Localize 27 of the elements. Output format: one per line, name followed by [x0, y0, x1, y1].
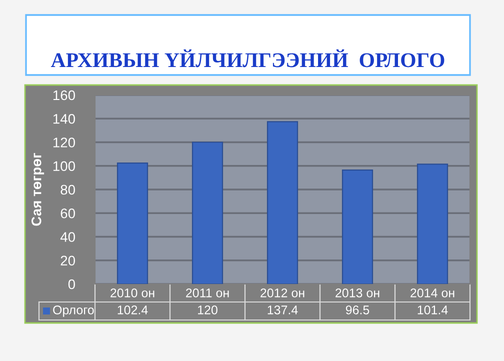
y-tick-label: 0	[68, 279, 76, 290]
x-tick-label: 2012 он	[260, 288, 304, 298]
y-tick-label: 80	[60, 184, 76, 195]
y-axis-title: Сая төгрөг	[31, 153, 44, 226]
y-tick-label: 20	[60, 256, 76, 266]
y-tick-label: 100	[53, 161, 76, 172]
y-tick-label: 60	[60, 208, 76, 218]
y-tick-label: 140	[53, 114, 76, 124]
y-tick-label: 160	[53, 90, 76, 100]
y-tick-label: 40	[60, 232, 76, 242]
bar	[116, 162, 148, 284]
x-tick-label: 2011 он	[186, 288, 229, 298]
legend-label: Орлого	[53, 306, 94, 317]
bar	[342, 169, 374, 284]
data-label: 101.4	[418, 306, 448, 314]
data-label: 102.4	[118, 306, 148, 314]
data-label: 137.4	[268, 306, 298, 314]
x-tick-label: 2014 он	[410, 288, 454, 298]
data-label: 120	[198, 306, 218, 314]
x-tick-label: 2013 он	[336, 288, 380, 298]
bar	[416, 164, 448, 284]
data-label: 96.5	[346, 306, 370, 314]
y-tick-label: 120	[53, 138, 76, 148]
bar	[266, 121, 298, 284]
x-tick-label: 2010 он	[110, 288, 154, 298]
chart-title: АРХИВЫН ҮЙЛЧИЛГЭЭНИЙ ОРЛОГО	[50, 49, 444, 68]
bar	[192, 142, 224, 284]
